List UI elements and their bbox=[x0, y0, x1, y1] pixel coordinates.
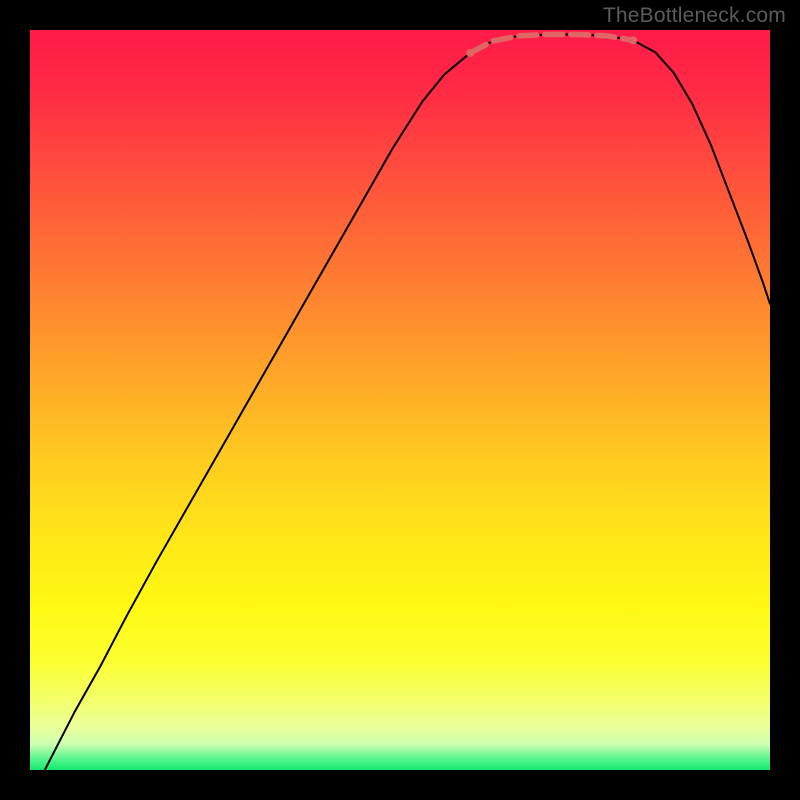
highlight-segment bbox=[470, 34, 633, 53]
curve-layer bbox=[30, 30, 770, 770]
watermark-text: TheBottleneck.com bbox=[603, 4, 786, 28]
highlight-dot bbox=[629, 36, 637, 44]
plot-area bbox=[30, 30, 770, 770]
highlight-dot bbox=[466, 49, 474, 57]
bottleneck-curve bbox=[45, 34, 770, 770]
